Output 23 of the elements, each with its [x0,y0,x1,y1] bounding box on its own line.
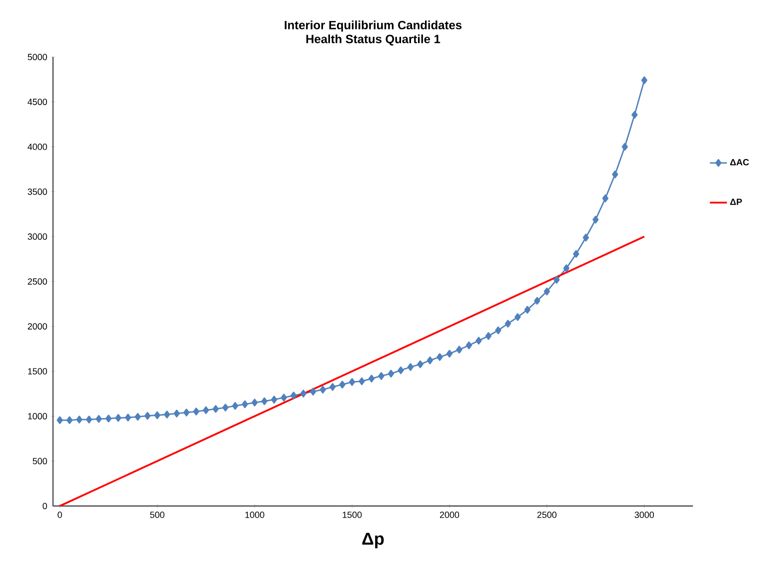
x-tick-label: 2500 [537,512,557,518]
y-tick-label: 2000 [28,323,48,330]
x-tick-label: 1000 [245,512,264,518]
y-tick-label: 500 [32,458,48,464]
x-tick-label: 1500 [342,512,362,518]
x-tick-label: 500 [150,512,164,518]
y-tick-label: 3000 [28,233,48,240]
y-tick-label: 1500 [28,368,48,374]
x-axis-title: Δp [362,532,384,548]
y-tick-label: 4000 [28,144,48,150]
y-tick-label: 4500 [28,98,48,106]
x-tick-label: 0 [58,512,62,518]
y-tick-label: 0 [42,502,48,510]
x-tick-label: 2000 [440,512,460,518]
y-tick-label: 1000 [28,413,48,420]
legend-label: ΔP [730,198,742,205]
chart-title: Interior Equilibrium Candidates [284,20,462,32]
chart-subtitle: Health Status Quartile 1 [306,34,440,46]
y-tick-label: 3500 [28,188,48,195]
y-tick-label: 5000 [28,54,48,60]
x-tick-label: 3000 [634,512,654,518]
y-tick-label: 2500 [28,278,48,285]
legend-label: ΔAC [730,159,749,166]
